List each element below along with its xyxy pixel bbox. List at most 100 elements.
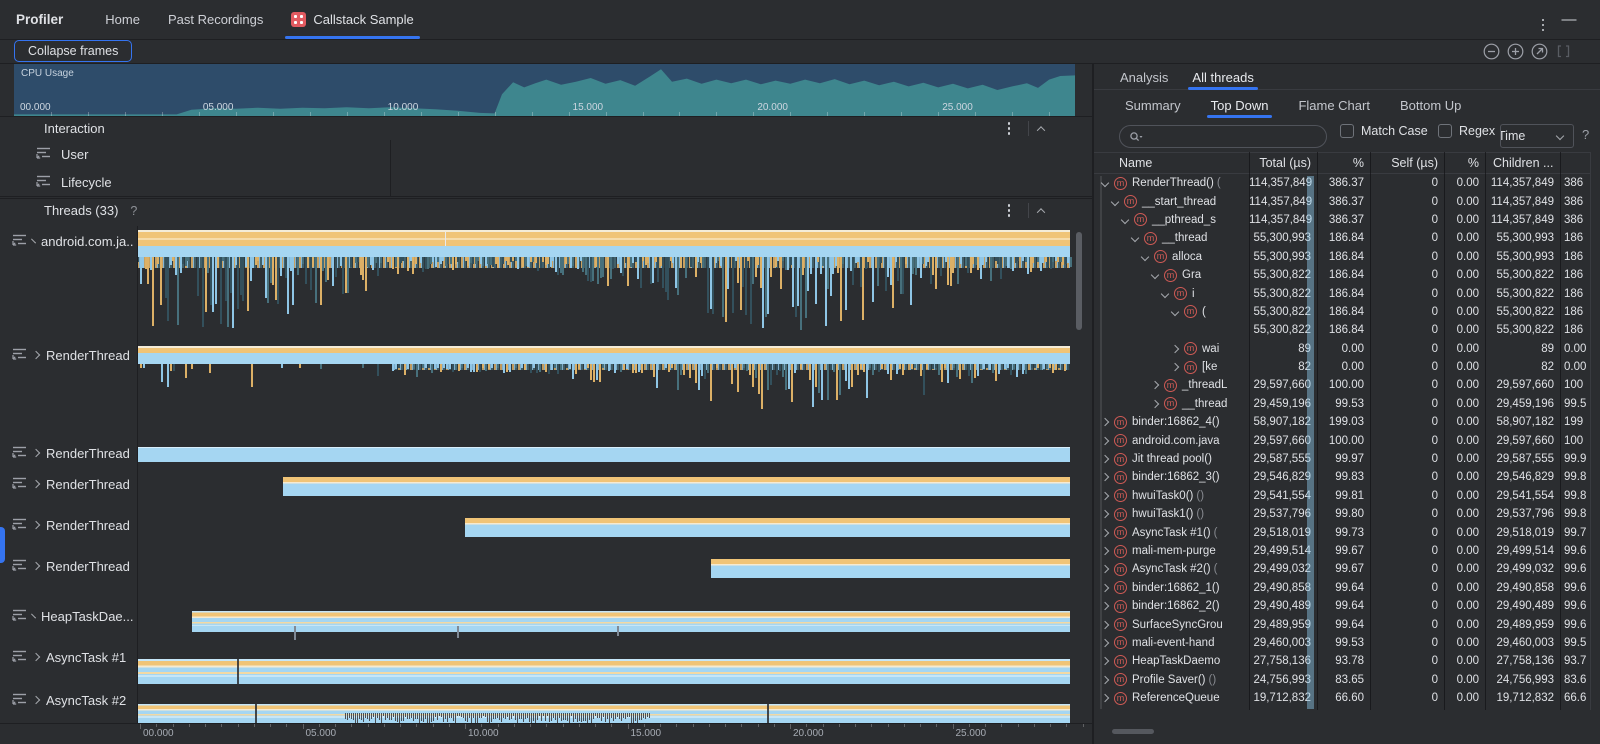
search-input[interactable] [1147,129,1326,144]
table-row[interactable]: m binder:16862_2() 29,490,489 99.64 0 0.00 29,… [1094,597,1590,615]
table-row[interactable]: m wai 89 0.00 0 0.00 89 0.00 [1094,340,1590,358]
chevron-down-icon[interactable] [1130,234,1140,243]
table-row[interactable]: m __pthread_s 114,357,849 386.37 0 0.00 114,35… [1094,211,1590,229]
track-options-icon[interactable] [36,146,51,162]
interaction-menu-kebab-icon[interactable] [999,122,1019,135]
expand-chevron-icon[interactable] [31,652,41,662]
chevron-right-icon[interactable] [1170,344,1180,353]
chevron-right-icon[interactable] [1100,693,1110,703]
track-options-icon[interactable] [12,476,27,492]
chevron-right-icon[interactable] [1100,454,1110,464]
table-row[interactable]: m Gra 55,300,822 186.84 0 0.00 55,300,822 186 [1094,266,1590,284]
track-options-icon[interactable] [12,347,27,363]
chevron-right-icon[interactable] [1100,473,1110,482]
expand-chevron-icon[interactable] [31,520,41,530]
thread-track[interactable] [137,230,1072,340]
column-header[interactable]: Self (µs) [1391,156,1438,170]
chevron-right-icon[interactable] [1100,657,1110,666]
chevron-right-icon[interactable] [1100,620,1110,629]
expand-chevron-icon[interactable] [31,350,41,360]
track-options-icon[interactable] [12,517,27,533]
interaction-collapse-icon[interactable] [1036,125,1046,135]
thread-track[interactable] [137,611,1070,646]
table-row[interactable]: m __thread 29,459,196 99.53 0 0.00 29,459,196 9… [1094,395,1590,413]
expand-chevron-icon[interactable] [31,613,36,619]
track-options-icon[interactable] [12,558,27,574]
thread-track[interactable] [137,447,1070,462]
chevron-down-icon[interactable] [1170,307,1180,317]
table-row[interactable]: m binder:16862_1() 29,490,858 99.64 0 0.00 29,… [1094,579,1590,597]
chevron-right-icon[interactable] [1100,418,1110,427]
subtab-top-down[interactable]: Top Down [1206,92,1273,118]
chevron-right-icon[interactable] [1100,638,1110,648]
interaction-row-lifecycle[interactable]: Lifecycle [0,168,1092,196]
chevron-down-icon[interactable] [1110,197,1120,206]
table-row[interactable]: m AsyncTask #1()(29,518,019 99.73 0 0.00 29,5… [1094,523,1590,541]
table-row[interactable]: 55,300,822 186.84 0 0.00 55,300,822 186 [1094,321,1590,339]
table-row[interactable]: m __start_thread 114,357,849 386.37 0 0.00 114… [1094,192,1590,210]
track-options-icon[interactable] [12,649,27,665]
chevron-down-icon[interactable] [1160,289,1170,298]
table-row[interactable]: m Jit thread pool() 29,587,555 99.97 0 0.00 29… [1094,450,1590,468]
table-row[interactable]: m hwuiTask0()() 29,541,554 99.81 0 0.00 29,541… [1094,487,1590,505]
table-row[interactable]: m binder:16862_3() 29,546,829 99.83 0 0.00 29,… [1094,468,1590,486]
threads-vertical-scrollbar[interactable] [1076,232,1082,330]
track-options-icon[interactable] [12,608,27,624]
chevron-right-icon[interactable] [1170,362,1180,372]
chevron-right-icon[interactable] [1100,491,1110,501]
table-row[interactable]: m __thread 55,300,993 186.84 0 0.00 55,300,993… [1094,229,1590,247]
table-row[interactable]: m AsyncTask #2()(29,499,032 99.67 0 0.00 29,4… [1094,560,1590,578]
thread-row-asynctask-2[interactable]: AsyncTask #2 [0,692,133,708]
thread-row-renderthread[interactable]: RenderThread [0,476,133,492]
table-row[interactable]: m android.com.java 29,597,660 100.00 0 0.00 29… [1094,431,1590,449]
chevron-right-icon[interactable] [1100,675,1110,684]
match-case-checkbox[interactable] [1340,124,1354,138]
chevron-right-icon[interactable] [1150,381,1160,390]
thread-row-renderthread[interactable]: RenderThread [0,347,133,363]
thread-row-android-com-ja-[interactable]: android.com.ja... [0,233,133,249]
tab-home[interactable]: Home [91,0,154,40]
column-header[interactable]: % [1467,156,1479,170]
cpu-usage-panel[interactable]: CPU Usage 00.000 05.000 10.000 15.000 20.000… [14,64,1075,116]
chevron-right-icon[interactable] [1100,436,1110,445]
table-row[interactable]: m binder:16862_4() 58,907,182 199.03 0 0.00 58… [1094,413,1590,431]
tab-past-recordings[interactable]: Past Recordings [154,0,277,40]
expand-chevron-icon[interactable] [31,695,41,705]
thread-row-heaptaskdae-[interactable]: HeapTaskDae... [0,608,133,624]
table-row[interactable]: m alloca 55,300,993 186.84 0 0.00 55,300,993 18… [1094,248,1590,266]
table-row[interactable]: m mali-event-hand 29,460,003 99.53 0 0.00 29,4… [1094,634,1590,652]
column-header[interactable]: % [1352,156,1364,170]
thread-row-renderthread[interactable]: RenderThread [0,445,133,461]
subtab-summary[interactable]: Summary [1121,92,1185,118]
track-options-icon[interactable] [12,692,27,708]
thread-row-asynctask-1[interactable]: AsyncTask #1 [0,649,133,665]
chevron-right-icon[interactable] [1100,601,1110,611]
thread-track[interactable] [137,704,1070,723]
search-field[interactable] [1119,125,1327,148]
tab-analysis[interactable]: Analysis [1116,64,1172,90]
threads-help-icon[interactable]: ? [130,203,138,218]
track-options-icon[interactable] [12,233,27,249]
table-row[interactable]: m _threadL 29,597,660 100.00 0 0.00 29,597,660… [1094,376,1590,394]
interaction-section-header[interactable]: Interaction [0,116,1092,140]
filter-dropdown[interactable]: Time [1500,124,1574,148]
table-scroll-stripe[interactable] [1307,176,1314,709]
table-row[interactable]: m RenderThread()(114,357,849 386.37 0 0.00 11… [1094,174,1590,192]
table-row[interactable]: m mali-mem-purge 29,499,514 99.67 0 0.00 29,49… [1094,542,1590,560]
thread-row-renderthread[interactable]: RenderThread [0,517,133,533]
thread-track[interactable] [137,346,1070,426]
expand-chevron-icon[interactable] [31,448,41,458]
thread-row-renderthread[interactable]: RenderThread [0,558,133,574]
thread-track[interactable] [137,659,1070,698]
tab-all-threads[interactable]: All threads [1188,64,1259,90]
table-row[interactable]: m Profile Saver()() 24,756,993 83.65 0 0.00 24… [1094,671,1590,689]
thread-track[interactable] [137,518,1070,537]
chevron-right-icon[interactable] [1100,509,1110,519]
table-row[interactable]: m SurfaceSyncGrou 29,489,959 99.64 0 0.00 29,4… [1094,615,1590,633]
reset-zoom-icon[interactable] [1531,43,1548,60]
expand-chevron-icon[interactable] [31,561,41,571]
chevron-down-icon[interactable] [1140,252,1150,261]
threads-menu-kebab-icon[interactable] [999,204,1019,217]
subtab-flame-chart[interactable]: Flame Chart [1294,92,1374,118]
chevron-right-icon[interactable] [1100,565,1110,574]
